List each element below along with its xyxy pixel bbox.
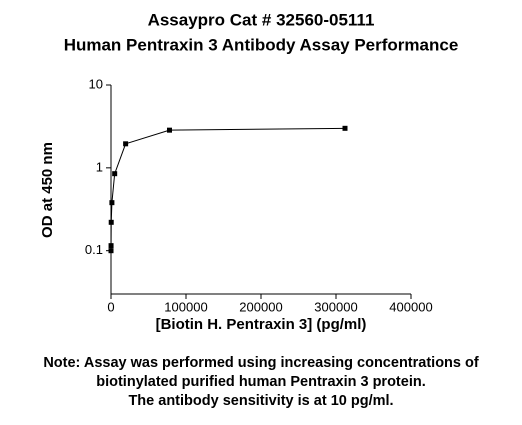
point (123, 141, 129, 147)
y-tick-label: 1 (96, 159, 103, 174)
x-tick-label: 400000 (389, 299, 432, 314)
y-tick-label: 10 (89, 76, 103, 91)
x-tick-label: 100000 (164, 299, 207, 314)
point (108, 219, 114, 225)
point (112, 171, 118, 177)
point (108, 248, 114, 254)
x-tick-label: 300000 (314, 299, 357, 314)
y-tick-label: 0.1 (85, 242, 103, 257)
x-tick-label: 200000 (239, 299, 282, 314)
point (342, 125, 348, 131)
point (108, 243, 114, 249)
series-line (110, 127, 346, 251)
note: The antibody sensitivity is at 10 pg/ml. (128, 393, 393, 409)
x-tick-label: 0 (107, 299, 114, 314)
chart-subtitle: Human Pentraxin 3 Antibody Assay Perform… (64, 35, 459, 54)
chart-title: Assaypro Cat # 32560-05111 (148, 10, 375, 29)
y-axis-label: OD at 450 nm (39, 142, 56, 238)
note: Note: Assay was performed using increasi… (43, 355, 479, 371)
note: biotinylated purified human Pentraxin 3 … (96, 374, 426, 390)
x-axis-label: [Biotin H. Pentraxin 3] (pg/ml) (156, 316, 367, 333)
point (167, 127, 172, 133)
point (109, 200, 115, 206)
